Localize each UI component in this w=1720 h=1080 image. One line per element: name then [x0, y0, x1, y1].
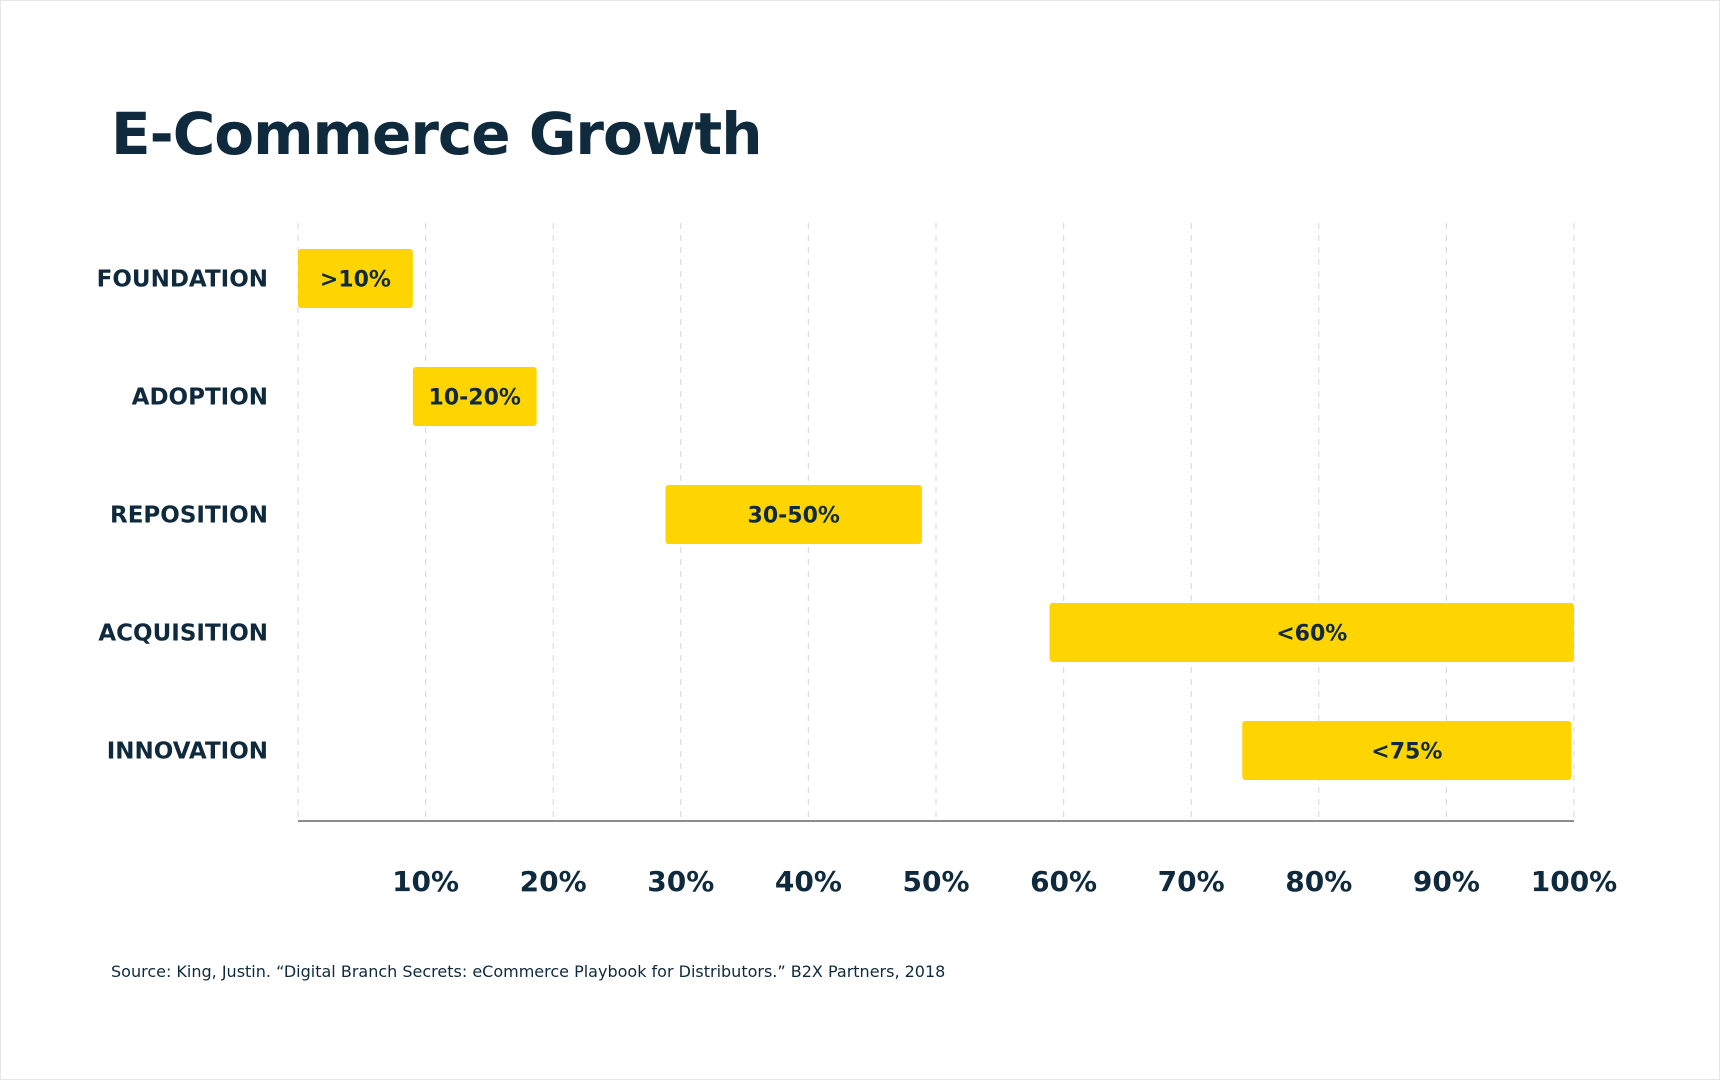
bar-data-label: >10% — [320, 268, 391, 293]
x-tick-label: 100% — [1531, 865, 1618, 898]
x-tick-label: 50% — [902, 865, 969, 898]
range-bar — [298, 249, 413, 308]
bar-data-label: <75% — [1371, 740, 1442, 765]
bar-data-label: <60% — [1276, 622, 1347, 647]
range-bar — [1049, 603, 1574, 662]
x-tick-label: 20% — [520, 865, 587, 898]
x-tick-label: 60% — [1030, 865, 1097, 898]
x-tick-label: 10% — [392, 865, 459, 898]
category-label: REPOSITION — [110, 503, 268, 529]
range-bar — [412, 367, 537, 426]
x-tick-label: 40% — [775, 865, 842, 898]
bar-data-label: 30-50% — [748, 504, 840, 529]
bar-data-label: 10-20% — [429, 386, 521, 411]
category-label: INNOVATION — [107, 739, 268, 765]
x-tick-label: 80% — [1285, 865, 1352, 898]
range-bar — [1242, 721, 1572, 780]
category-label: FOUNDATION — [97, 267, 268, 293]
category-label: ADOPTION — [132, 385, 268, 411]
range-bar — [665, 485, 922, 544]
source-note: Source: King, Justin. “Digital Branch Se… — [111, 962, 946, 981]
x-tick-label: 90% — [1413, 865, 1480, 898]
x-tick-label: 70% — [1158, 865, 1225, 898]
category-label: ACQUISITION — [98, 621, 268, 647]
chart-title: E-Commerce Growth — [111, 100, 762, 168]
x-tick-label: 30% — [647, 865, 714, 898]
